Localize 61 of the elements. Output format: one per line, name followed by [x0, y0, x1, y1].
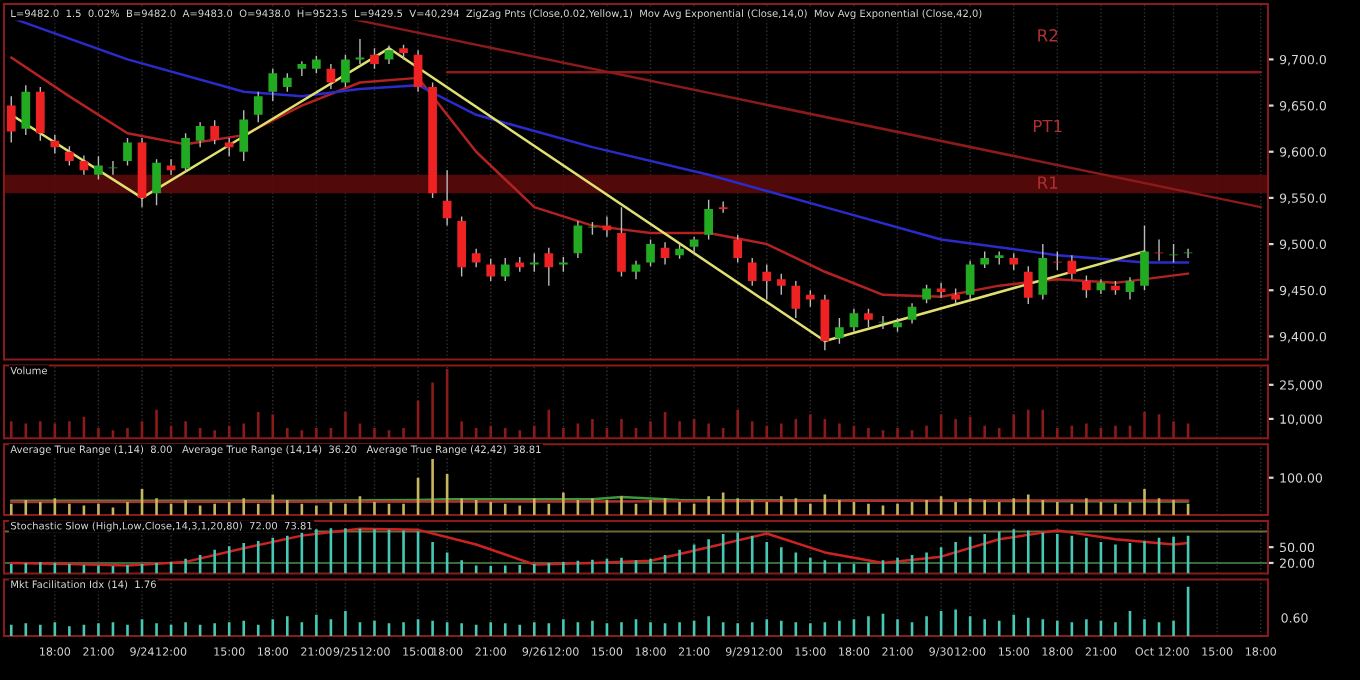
candlestick	[50, 134, 60, 155]
candlestick	[486, 258, 496, 282]
candlestick	[733, 234, 743, 264]
candlestick	[849, 308, 859, 333]
candlestick	[384, 44, 394, 65]
candlestick	[297, 60, 307, 77]
series-label: PT1	[1033, 119, 1062, 133]
candlestick	[224, 137, 234, 158]
candlestick	[936, 282, 946, 299]
series-label: R2	[1038, 29, 1058, 42]
candlestick	[1082, 274, 1091, 299]
candlestick	[282, 72, 292, 93]
candlestick	[907, 302, 917, 325]
candlestick	[762, 263, 772, 301]
candlestick	[152, 158, 161, 206]
candlestick	[1125, 276, 1135, 301]
candlestick	[1052, 250, 1062, 271]
candlestick	[268, 67, 278, 102]
candlestick	[35, 86, 45, 142]
candlestick	[457, 215, 467, 278]
candlestick	[718, 200, 728, 214]
candlestick	[123, 137, 132, 167]
candlestick	[646, 238, 655, 267]
candlestick	[791, 280, 801, 319]
candlestick	[253, 91, 263, 123]
candlestick	[94, 155, 103, 181]
candlestick	[1140, 224, 1149, 291]
candlestick	[965, 260, 975, 301]
candlestick	[922, 284, 931, 304]
candlestick	[1067, 254, 1077, 280]
candlestick	[341, 54, 350, 88]
candlestick	[617, 206, 626, 278]
candlestick	[864, 308, 873, 328]
candlestick	[239, 109, 249, 162]
candlestick	[878, 315, 888, 330]
candlestick	[660, 241, 670, 266]
candlestick	[21, 84, 31, 136]
candlestick	[573, 220, 583, 259]
candlestick	[1038, 243, 1048, 301]
candlestick	[820, 294, 830, 351]
band-label: R1	[1038, 176, 1058, 189]
candlestick	[195, 121, 205, 148]
line-series	[10, 56, 1190, 298]
candlestick	[747, 257, 757, 287]
candlestick	[413, 49, 423, 93]
candlestick	[835, 317, 844, 345]
candlestick	[471, 248, 481, 268]
candlestick	[6, 95, 16, 144]
candlestick	[65, 145, 74, 167]
candlestick	[108, 160, 118, 176]
candlestick	[544, 247, 554, 287]
candlestick	[79, 154, 89, 176]
candlestick	[1023, 265, 1033, 305]
candlestick	[631, 260, 641, 280]
candlestick	[776, 272, 786, 296]
candlestick	[1169, 243, 1178, 264]
candlestick	[704, 199, 713, 241]
candlestick	[500, 257, 510, 282]
candlestick	[210, 119, 220, 146]
candlestick	[181, 132, 190, 173]
candlestick	[370, 47, 379, 70]
